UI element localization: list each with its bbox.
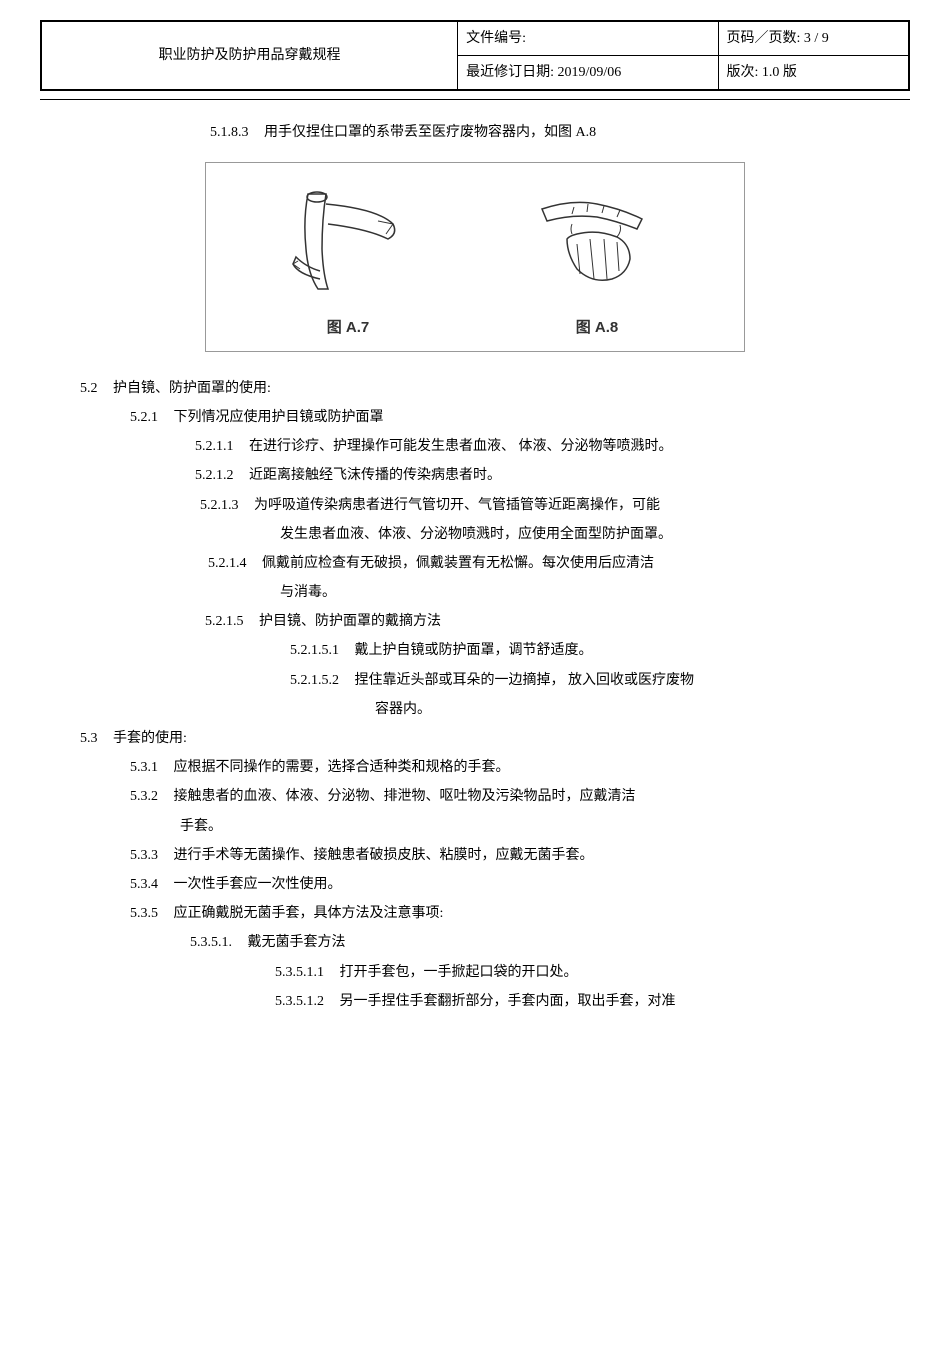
text-53512: 另一手捏住手套翻折部分，手套内面，取出手套，对准 bbox=[340, 994, 676, 1009]
text-521: 下列情况应使用护目镜或防护面罩 bbox=[174, 410, 384, 425]
text-5351: 戴无菌手套方法 bbox=[248, 935, 346, 950]
line-535: 5.3.5 应正确戴脱无菌手套，具体方法及注意事项: bbox=[130, 901, 910, 926]
line-5351: 5.3.5.1. 戴无菌手套方法 bbox=[190, 930, 910, 955]
line-5183: 5.1.8.3 用手仅捏住口罩的系带丢至医疗废物容器内，如图 A.8 bbox=[210, 120, 910, 145]
figure-a8: 图 A.8 bbox=[522, 179, 672, 341]
text-5213: 为呼吸道传染病患者进行气管切开、气管插管等近距离操作，可能 bbox=[254, 498, 660, 513]
line-52: 5.2 护自镜、防护面罩的使用: bbox=[80, 376, 910, 401]
header-divider bbox=[40, 99, 910, 100]
num-5213: 5.2.1.3 bbox=[200, 498, 239, 513]
line-521: 5.2.1 下列情况应使用护目镜或防护面罩 bbox=[130, 405, 910, 430]
line-534: 5.3.4 一次性手套应一次性使用。 bbox=[130, 872, 910, 897]
doc-num-label: 文件编号: bbox=[458, 21, 718, 56]
num-53: 5.3 bbox=[80, 731, 98, 746]
text-53: 手套的使用: bbox=[113, 731, 187, 746]
figure-a7: 图 A.7 bbox=[278, 179, 418, 341]
text-52151: 戴上护自镜或防护面罩，调节舒适度。 bbox=[355, 643, 593, 658]
line-53511: 5.3.5.1.1 打开手套包，一手掀起口袋的开口处。 bbox=[275, 960, 910, 985]
caption-a8: 图 A.8 bbox=[522, 314, 672, 341]
text-52152b: 容器内。 bbox=[375, 702, 431, 717]
text-5213b: 发生患者血液、体液、分泌物喷溅时，应使用全面型防护面罩。 bbox=[280, 527, 672, 542]
num-535: 5.3.5 bbox=[130, 906, 158, 921]
line-531: 5.3.1 应根据不同操作的需要，选择合适种类和规格的手套。 bbox=[130, 755, 910, 780]
line-5215: 5.2.1.5 护目镜、防护面罩的戴摘方法 bbox=[205, 609, 910, 634]
text-531: 应根据不同操作的需要，选择合适种类和规格的手套。 bbox=[174, 760, 510, 775]
num-53511: 5.3.5.1.1 bbox=[275, 965, 324, 980]
line-52151: 5.2.1.5.1 戴上护自镜或防护面罩，调节舒适度。 bbox=[290, 638, 910, 663]
line-5214b: 与消毒。 bbox=[280, 580, 910, 605]
line-53: 5.3 手套的使用: bbox=[80, 726, 910, 751]
caption-a7: 图 A.7 bbox=[278, 314, 418, 341]
text-52: 护自镜、防护面罩的使用: bbox=[113, 381, 271, 396]
line-5213: 5.2.1.3 为呼吸道传染病患者进行气管切开、气管插管等近距离操作，可能 bbox=[200, 493, 910, 518]
text-5214b: 与消毒。 bbox=[280, 585, 336, 600]
figure-a7-svg bbox=[278, 179, 418, 299]
num-52152: 5.2.1.5.2 bbox=[290, 673, 339, 688]
figure-a8-svg bbox=[522, 179, 672, 299]
text-52152: 捏住靠近头部或耳朵的一边摘掉， 放入回收或医疗废物 bbox=[355, 673, 695, 688]
line-532b: 手套。 bbox=[180, 814, 910, 839]
text-5211: 在进行诊疗、护理操作可能发生患者血液、 体液、分泌物等喷溅时。 bbox=[249, 439, 673, 454]
text-5183: 用手仅捏住口罩的系带丢至医疗废物容器内，如图 A.8 bbox=[264, 125, 596, 140]
version: 版次: 1.0 版 bbox=[718, 56, 909, 91]
num-5351: 5.3.5.1. bbox=[190, 935, 232, 950]
num-5215: 5.2.1.5 bbox=[205, 614, 244, 629]
page-num-label: 页码／页数: 3 / 9 bbox=[718, 21, 909, 56]
line-5214: 5.2.1.4 佩戴前应检查有无破损，佩戴装置有无松懈。每次使用后应清洁 bbox=[208, 551, 910, 576]
rev-date: 最近修订日期: 2019/09/06 bbox=[458, 56, 718, 91]
num-521: 5.2.1 bbox=[130, 410, 158, 425]
num-531: 5.3.1 bbox=[130, 760, 158, 775]
text-533: 进行手术等无菌操作、接触患者破损皮肤、粘膜时，应戴无菌手套。 bbox=[174, 848, 594, 863]
text-5215: 护目镜、防护面罩的戴摘方法 bbox=[259, 614, 441, 629]
text-535: 应正确戴脱无菌手套，具体方法及注意事项: bbox=[174, 906, 444, 921]
num-5183: 5.1.8.3 bbox=[210, 125, 249, 140]
num-534: 5.3.4 bbox=[130, 877, 158, 892]
num-5212: 5.2.1.2 bbox=[195, 468, 234, 483]
text-5212: 近距离接触经飞沫传播的传染病患者时。 bbox=[249, 468, 501, 483]
line-52152: 5.2.1.5.2 捏住靠近头部或耳朵的一边摘掉， 放入回收或医疗废物 bbox=[290, 668, 910, 693]
figure-box: 图 A.7 图 A.8 bbox=[205, 162, 745, 352]
line-5212: 5.2.1.2 近距离接触经飞沫传播的传染病患者时。 bbox=[195, 463, 910, 488]
line-533: 5.3.3 进行手术等无菌操作、接触患者破损皮肤、粘膜时，应戴无菌手套。 bbox=[130, 843, 910, 868]
num-53512: 5.3.5.1.2 bbox=[275, 994, 324, 1009]
num-5214: 5.2.1.4 bbox=[208, 556, 247, 571]
num-52: 5.2 bbox=[80, 381, 98, 396]
line-53512: 5.3.5.1.2 另一手捏住手套翻折部分，手套内面，取出手套，对准 bbox=[275, 989, 910, 1014]
num-533: 5.3.3 bbox=[130, 848, 158, 863]
text-5214: 佩戴前应检查有无破损，佩戴装置有无松懈。每次使用后应清洁 bbox=[262, 556, 654, 571]
text-532: 接触患者的血液、体液、分泌物、排泄物、呕吐物及污染物品时，应戴清洁 bbox=[174, 789, 636, 804]
line-5213b: 发生患者血液、体液、分泌物喷溅时，应使用全面型防护面罩。 bbox=[280, 522, 910, 547]
header-table: 职业防护及防护用品穿戴规程 文件编号: 页码／页数: 3 / 9 最近修订日期:… bbox=[40, 20, 910, 91]
num-5211: 5.2.1.1 bbox=[195, 439, 234, 454]
num-52151: 5.2.1.5.1 bbox=[290, 643, 339, 658]
text-532b: 手套。 bbox=[180, 819, 222, 834]
line-5211: 5.2.1.1 在进行诊疗、护理操作可能发生患者血液、 体液、分泌物等喷溅时。 bbox=[195, 434, 910, 459]
line-52152b: 容器内。 bbox=[375, 697, 910, 722]
num-532: 5.3.2 bbox=[130, 789, 158, 804]
text-53511: 打开手套包，一手掀起口袋的开口处。 bbox=[340, 965, 578, 980]
line-532: 5.3.2 接触患者的血液、体液、分泌物、排泄物、呕吐物及污染物品时，应戴清洁 bbox=[130, 784, 910, 809]
doc-title: 职业防护及防护用品穿戴规程 bbox=[41, 21, 458, 90]
text-534: 一次性手套应一次性使用。 bbox=[174, 877, 342, 892]
